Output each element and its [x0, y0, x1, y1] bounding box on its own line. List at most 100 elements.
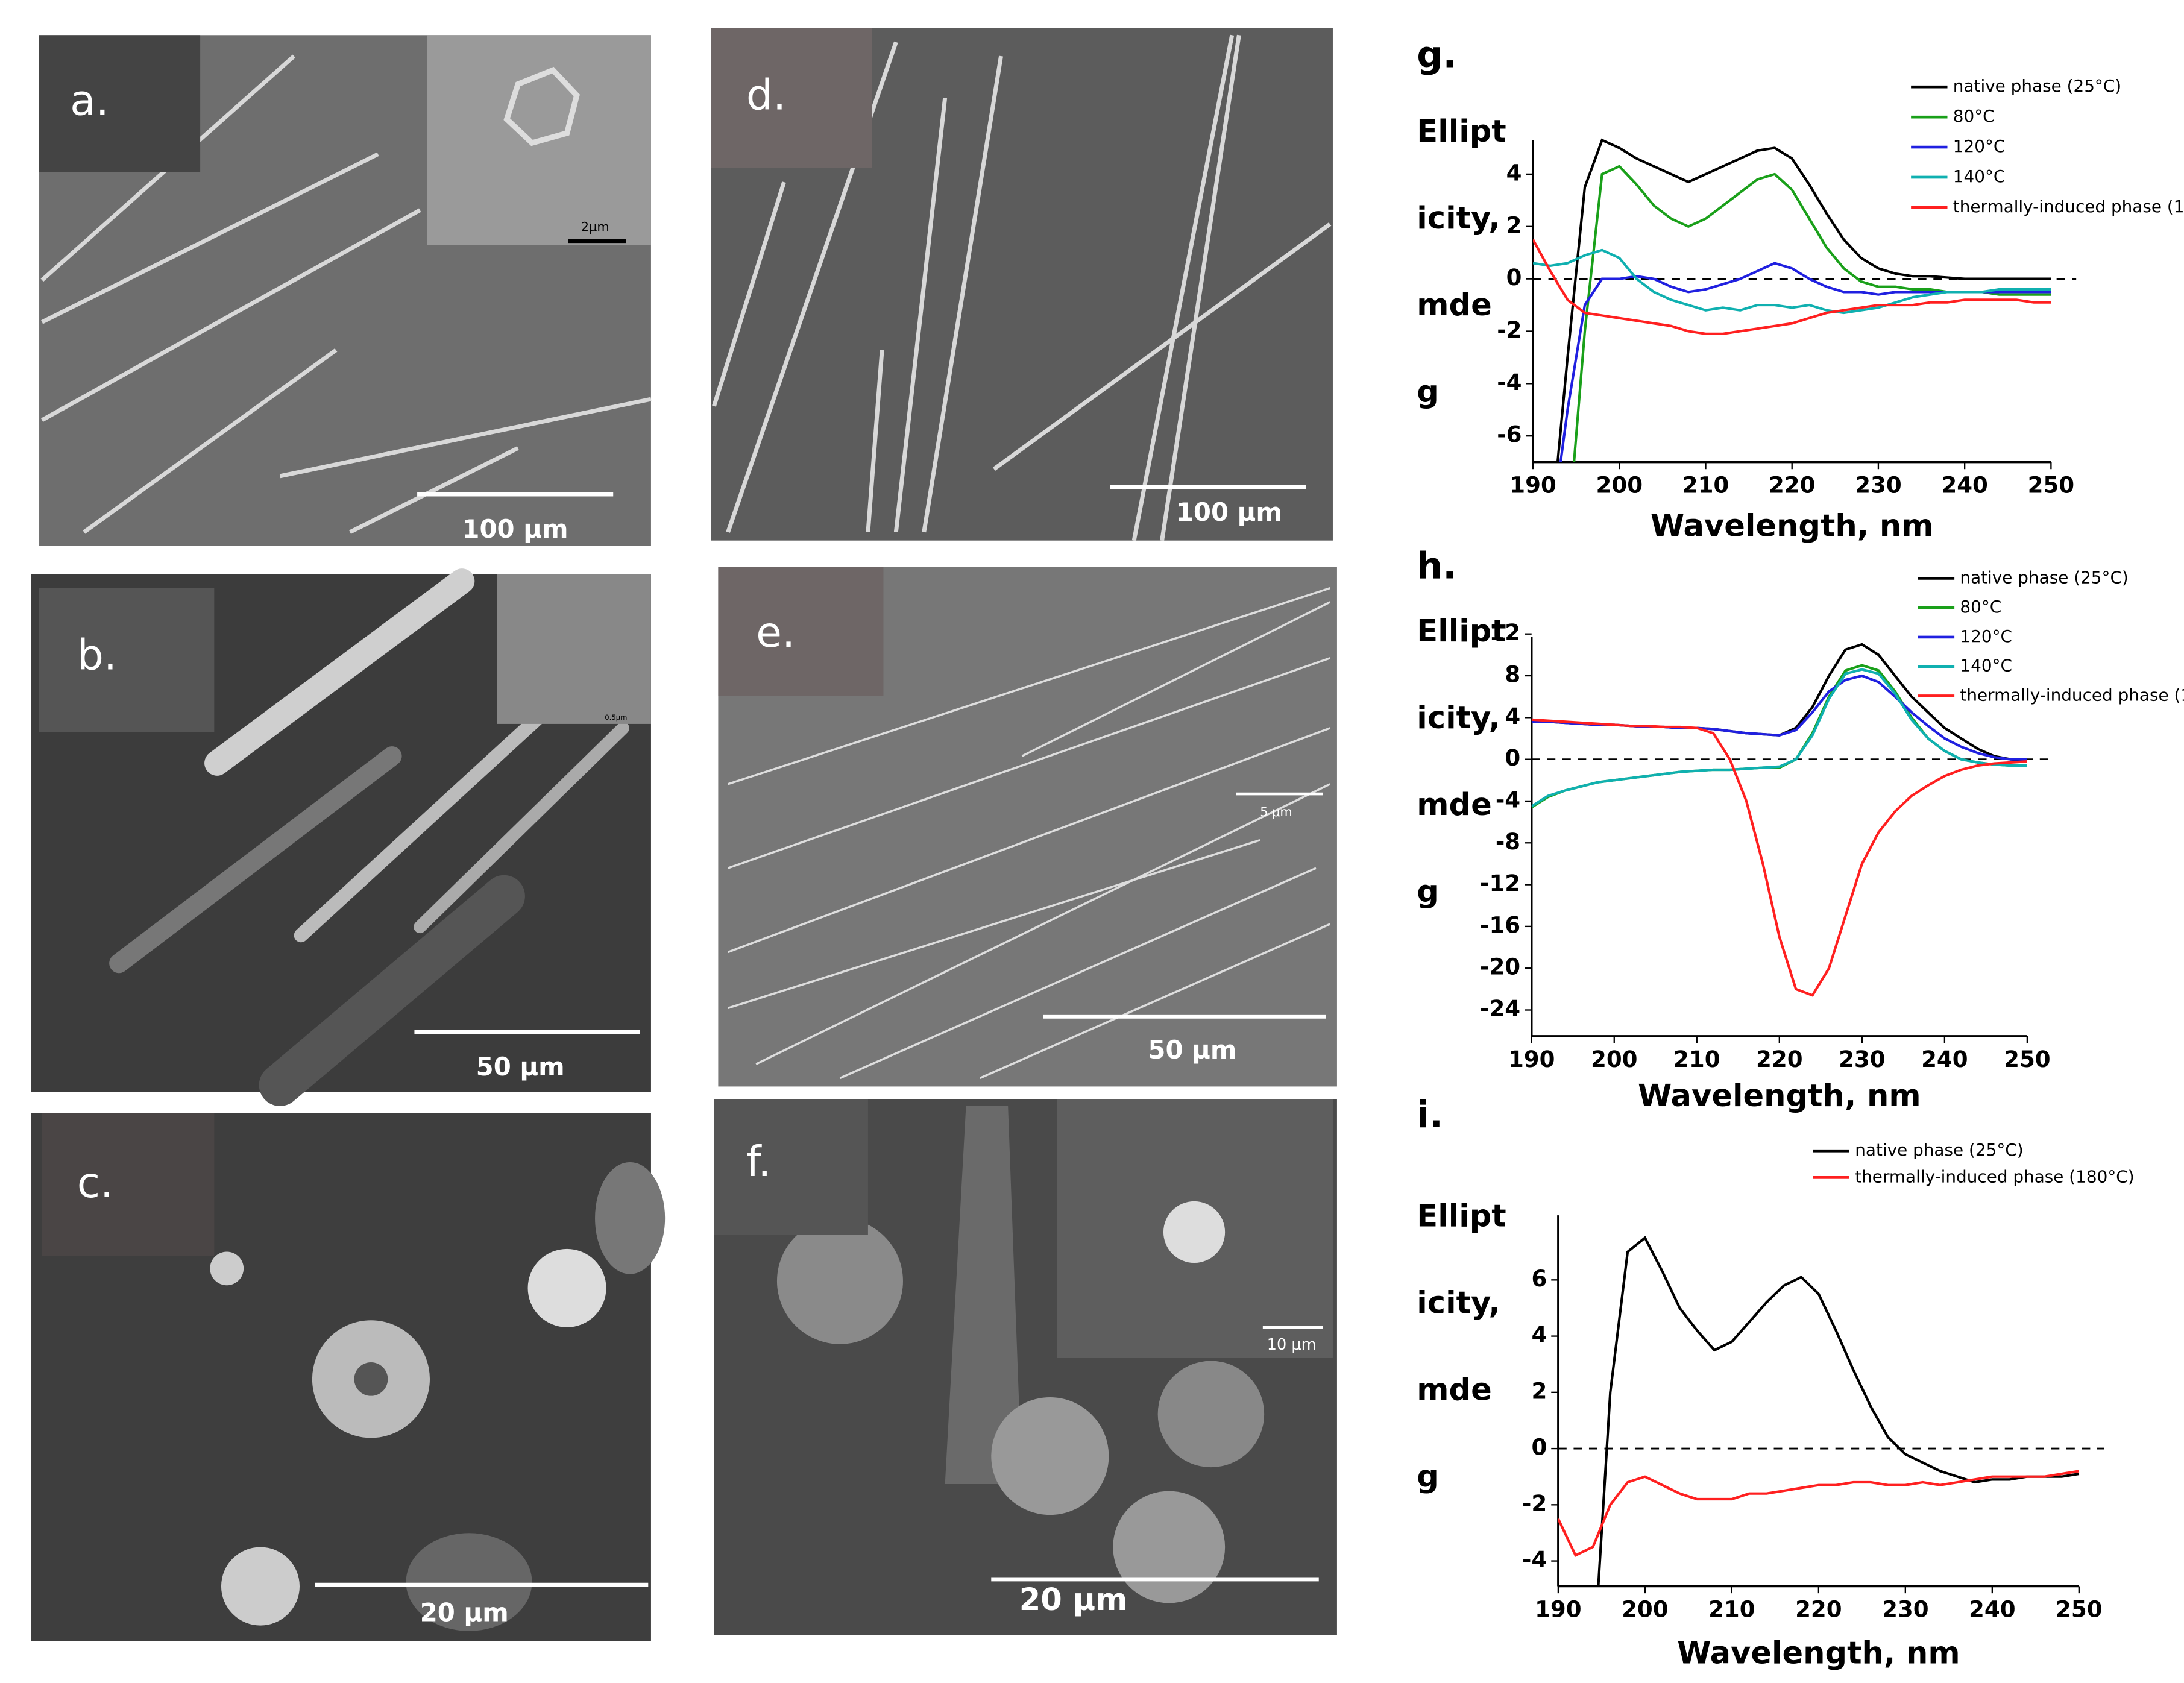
y-tick-label: -4	[1522, 1547, 1547, 1573]
y-tick-label: 0	[1505, 745, 1520, 771]
x-tick-label: 220	[1795, 1597, 1842, 1623]
y-tick-label: -6	[1497, 422, 1522, 448]
y-tick-label: 4	[1505, 703, 1520, 729]
series-line	[1558, 1470, 2080, 1558]
series-line	[1559, 262, 2051, 462]
series-line	[1597, 1236, 2080, 1587]
x-tick-label: 190	[1509, 473, 1556, 499]
rods	[109, 568, 629, 1106]
x-axis-label: Wavelength, nm	[1638, 1078, 1921, 1114]
y-tick-label: 6	[1531, 1266, 1547, 1292]
x-tick-label: 240	[1921, 1046, 1968, 1072]
y-tick-label: 4	[1506, 160, 1522, 186]
y-tick-label: -8	[1496, 829, 1520, 855]
x-tick-label: 250	[2056, 1597, 2103, 1623]
x-tick-label: 250	[2028, 473, 2075, 499]
label-box	[42, 1113, 215, 1256]
y-axis-label: g	[1417, 874, 1439, 910]
series-line	[1533, 239, 2051, 335]
inset-scale-label: 5 μm	[1260, 805, 1292, 819]
y-axis-label: Ellipt	[1417, 614, 1506, 649]
y-tick-label: -2	[1522, 1491, 1547, 1517]
y-tick-label: 2	[1506, 212, 1522, 238]
sem-panel-b: b. 0.5μm 50 μm	[31, 568, 651, 1106]
y-tick-label: -4	[1497, 370, 1522, 395]
x-tick-label: 200	[1622, 1597, 1669, 1623]
y-axis-label: Ellipt	[1417, 1199, 1506, 1235]
panel-label: a.	[70, 77, 109, 125]
scale-label: 50 μm	[1148, 1035, 1236, 1065]
scale-label: 50 μm	[476, 1052, 565, 1081]
particles	[210, 1162, 666, 1631]
legend-label: 120°C	[1960, 626, 2012, 646]
y-tick-label: 12	[1489, 620, 1520, 646]
x-tick-label: 190	[1535, 1597, 1582, 1623]
inset-particle	[1163, 1201, 1226, 1263]
scale-label: 100 μm	[462, 514, 568, 544]
series-line	[1556, 138, 2051, 462]
sem-panel-d: d. 100 μm	[711, 28, 1333, 541]
legend-label: native phase (25°C)	[1855, 1140, 2023, 1160]
x-tick-label: 250	[2004, 1046, 2051, 1072]
plate	[945, 1106, 1022, 1484]
inset-scale-label: 2μm	[581, 219, 609, 234]
x-tick-label: 230	[1882, 1597, 1929, 1623]
x-tick-label: 240	[1969, 1597, 2016, 1623]
scale-label: 20 μm	[420, 1598, 509, 1628]
legend-label: native phase (25°C)	[1960, 567, 2128, 587]
y-axis-label: g	[1417, 374, 1439, 410]
chart-title: g.	[1417, 34, 1456, 77]
chart: i. Ellipt icity, mde g Wavelength, nm 190 200 21…	[1417, 1094, 2134, 1671]
sem-panel-a: a. 2μm 100 μm	[39, 35, 652, 546]
label-box	[39, 588, 215, 732]
y-axis-label: mde	[1417, 288, 1491, 323]
y-tick-label: 4	[1531, 1322, 1547, 1348]
x-tick-label: 190	[1508, 1046, 1555, 1072]
y-axis-label: mde	[1417, 787, 1491, 823]
y-tick-label: -24	[1480, 996, 1520, 1022]
x-tick-label: 220	[1756, 1046, 1803, 1072]
y-axis-label: mde	[1417, 1373, 1491, 1408]
y-tick-label: -4	[1496, 787, 1520, 813]
inset-scale-label: 10 μm	[1267, 1336, 1317, 1354]
x-tick-label: 230	[1839, 1046, 1886, 1072]
panel-label: c.	[77, 1159, 113, 1207]
y-axis-label: icity,	[1417, 1286, 1500, 1321]
inset-shape	[503, 66, 580, 146]
legend-label: thermally-induced phase (180°C)	[1960, 685, 2184, 705]
x-axis-label: Wavelength, nm	[1651, 509, 1934, 544]
legend-label: 80°C	[1953, 106, 1995, 126]
inset-scale-label: 0.5μm	[605, 713, 627, 722]
fibers	[728, 587, 1331, 1080]
y-tick-label: 0	[1531, 1435, 1547, 1461]
x-axis-label: Wavelength, nm	[1677, 1635, 1960, 1671]
label-box	[714, 1099, 868, 1235]
x-tick-label: 210	[1708, 1597, 1755, 1623]
legend-label: 140°C	[1960, 656, 2012, 676]
label-box	[718, 567, 884, 696]
y-axis-label: icity,	[1417, 700, 1500, 736]
sem-panel-c: c. 20 μm	[31, 1113, 666, 1641]
legend-label: 120°C	[1953, 136, 2006, 156]
x-tick-label: 210	[1682, 473, 1729, 499]
panel-label: b.	[77, 631, 117, 679]
y-tick-label: -20	[1480, 954, 1520, 980]
chart-title: h.	[1417, 545, 1456, 587]
y-tick-label: 2	[1531, 1378, 1547, 1404]
panel-label: d.	[746, 71, 786, 119]
chart: h. Ellipt icity, mde g Wavelength, nm 190 200 21…	[1417, 545, 2184, 1114]
y-axis-label: Ellipt	[1417, 114, 1506, 149]
x-tick-label: 220	[1769, 473, 1816, 499]
x-tick-label: 200	[1596, 473, 1643, 499]
legend-label: native phase (25°C)	[1953, 76, 2121, 96]
series-line	[1531, 718, 2028, 997]
x-tick-label: 200	[1591, 1046, 1638, 1072]
series-line	[1533, 248, 2051, 315]
y-tick-label: 8	[1505, 662, 1520, 688]
x-tick-label: 240	[1941, 473, 1988, 499]
legend-label: 140°C	[1953, 166, 2006, 186]
sem-panel-e: e. 5 μm 50 μm	[718, 567, 1337, 1087]
